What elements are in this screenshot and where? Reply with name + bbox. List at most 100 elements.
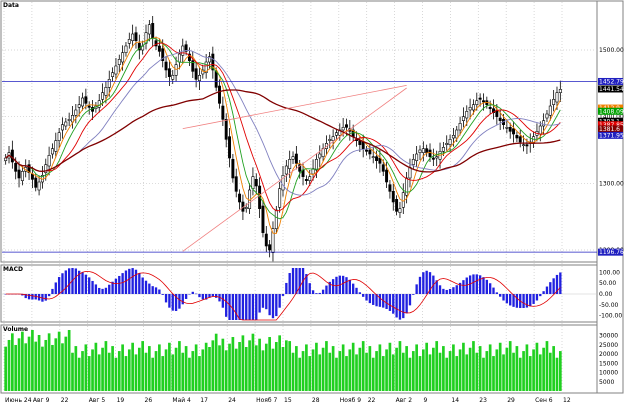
volume-bar (505, 347, 509, 391)
macd-bar (559, 272, 562, 294)
candle-body (187, 53, 191, 61)
candle-body (10, 149, 14, 163)
macd-bar (4, 294, 7, 295)
date-tick-label: Авг 5 (89, 397, 106, 404)
candle-body (371, 156, 375, 158)
upper-trendline (182, 84, 407, 130)
candle-body (17, 169, 21, 179)
candle-body (478, 97, 482, 100)
macd-bar (315, 293, 318, 294)
volume-panel-title: Volume (3, 326, 28, 333)
candle-body (264, 233, 268, 247)
candle-body (361, 141, 365, 149)
volume-bar (168, 342, 171, 391)
candle-body (311, 168, 315, 175)
macd-bar (362, 294, 365, 297)
macd-bar (499, 294, 502, 297)
macd-bar (204, 294, 208, 300)
macd-bar (509, 294, 512, 306)
volume-bar (238, 342, 241, 391)
macd-bar (539, 294, 542, 297)
macd-bar (98, 287, 101, 294)
panel-titles: Data MACD Volume (3, 2, 28, 333)
moving-averages (5, 37, 561, 234)
candle-body (445, 143, 449, 145)
macd-tick-label: -50.00 (599, 302, 619, 309)
volume-bar (17, 338, 21, 391)
macd-bar (402, 294, 405, 319)
macd-bar (271, 294, 275, 319)
price-tag-box (598, 131, 623, 139)
candle-body (461, 116, 465, 121)
macd-bar (428, 272, 432, 294)
price-tag-box (598, 85, 623, 93)
volume-bar (518, 357, 522, 391)
volume-bar (7, 339, 11, 391)
volume-bar (104, 341, 108, 391)
trendlines (2, 81, 597, 253)
candle-body (341, 127, 345, 131)
candle-body (127, 39, 131, 44)
macd-bar (532, 294, 535, 304)
volume-bar (351, 342, 355, 391)
macd-bar (555, 274, 559, 294)
volume-bar (472, 341, 475, 391)
volume-bar (522, 351, 525, 391)
volume-bar (101, 347, 104, 391)
volume-bar (248, 340, 251, 391)
price-tag-label: 1387.85 (599, 122, 624, 129)
macd-bar (215, 294, 218, 298)
volume-bar (435, 341, 439, 391)
ma-13-line (5, 42, 561, 212)
candle-body (131, 33, 135, 41)
price-tag-label: 1381.6 (599, 126, 620, 133)
macd-signal-line (5, 270, 561, 321)
macd-bar (442, 288, 445, 294)
candle-body (405, 177, 409, 196)
volume-bar (378, 344, 382, 391)
candle-body (495, 109, 499, 117)
volume-bar (244, 347, 248, 391)
candle-body (428, 149, 432, 157)
volume-bar (87, 356, 91, 391)
macd-bar (265, 294, 268, 310)
volume-bar (51, 344, 54, 391)
candle-body (97, 100, 101, 108)
price-tag-box (598, 125, 623, 133)
volume-bar (285, 340, 288, 391)
candle-body (291, 156, 295, 160)
volume-bar (201, 349, 205, 391)
volume-bar (475, 352, 479, 391)
candle-body (67, 119, 71, 121)
volume-bar (191, 351, 195, 391)
candle-body (455, 129, 459, 139)
volume-bar (388, 342, 392, 391)
candle-body (134, 32, 138, 41)
volume-bar (208, 347, 211, 391)
macd-bar (515, 294, 519, 308)
volume-bar (161, 356, 165, 391)
candle-body (441, 147, 445, 152)
candle-body (161, 48, 165, 61)
macd-bar (485, 279, 488, 294)
price-tag-box (598, 121, 623, 129)
volume-bar (21, 331, 24, 391)
volume-bar (415, 344, 418, 391)
volume-bar (391, 354, 395, 391)
macd-bar (138, 273, 141, 294)
volume-bar (64, 336, 68, 391)
volume-bar (325, 341, 328, 391)
candle-body (107, 79, 111, 88)
volume-bar (425, 342, 429, 391)
macd-bar (408, 294, 412, 306)
candle-body (47, 155, 51, 167)
macd-bar (462, 280, 465, 294)
macd-bar (405, 294, 408, 314)
price-labels: 1452.791441.541412.91408.091393.11387.85… (598, 77, 624, 256)
volume-bar (57, 331, 61, 391)
volume-bar (462, 342, 465, 391)
volume-bar (261, 350, 265, 391)
candle-body (14, 163, 18, 172)
volume-bar (452, 344, 455, 391)
macd-bar (27, 294, 31, 300)
